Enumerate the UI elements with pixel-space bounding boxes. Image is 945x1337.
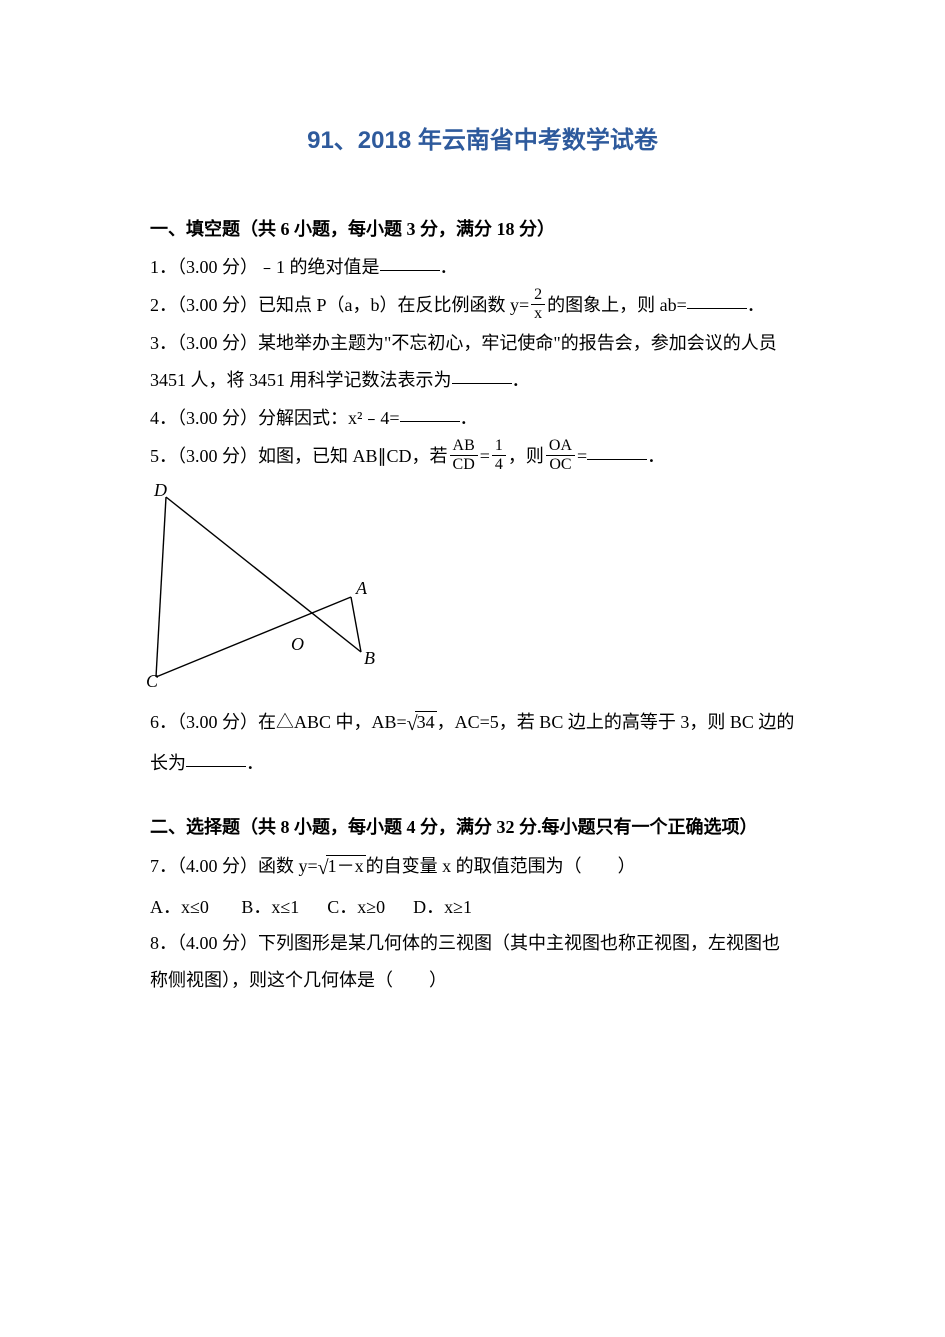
- q4-blank: [400, 403, 460, 422]
- question-8: 8．（4.00 分）下列图形是某几何体的三视图（其中主视图也称正视图，左视图也 …: [150, 925, 815, 1001]
- q4-prefix: 4．（3.00 分）分解因式：x²﹣4=: [150, 408, 400, 428]
- question-1: 1．（3.00 分）﹣1 的绝对值是 ．: [150, 249, 815, 287]
- q6-line2-suffix: ．: [246, 753, 264, 773]
- q5-frac3-num: OA: [546, 438, 575, 456]
- q2-mid: 的图象上，则 ab=: [547, 295, 687, 315]
- q5-svg: D C O A B: [126, 482, 386, 692]
- question-7-options: A．x≤0 B．x≤1 C．x≥0 D．x≥1: [150, 889, 815, 925]
- question-6: 6．（3.00 分）在△ABC 中，AB=√34，AC=5，若 BC 边上的高等…: [150, 703, 815, 783]
- question-2: 2．（3.00 分）已知点 P（a，b）在反比例函数 y=2x的图象上，则 ab…: [150, 287, 815, 325]
- q3-line2-prefix: 3451 人，将 3451 用科学记数法表示为: [150, 370, 452, 390]
- q5-figure: D C O A B: [126, 482, 815, 697]
- q5-prefix: 5．（3.00 分）如图，已知 AB∥CD，若: [150, 446, 448, 466]
- q1-prefix: 1．（3.00 分）﹣1 的绝对值是: [150, 257, 380, 277]
- q3-line1: 3．（3.00 分）某地举办主题为"不忘初心，牢记使命"的报告会，参加会议的人员: [150, 333, 777, 353]
- q5-blank: [587, 441, 647, 460]
- exam-title: 91、2018 年云南省中考数学试卷: [150, 120, 815, 155]
- q5-frac2: 14: [492, 438, 506, 473]
- q7-radicand: 1－x: [326, 855, 366, 876]
- q6-radicand: 34: [415, 711, 437, 732]
- q2-fraction: 2x: [531, 287, 545, 322]
- question-4: 4．（3.00 分）分解因式：x²﹣4= ．: [150, 400, 815, 438]
- q8-line1: 8．（4.00 分）下列图形是某几何体的三视图（其中主视图也称正视图，左视图也: [150, 933, 780, 953]
- q6-sqrt: √34: [407, 703, 437, 745]
- q2-suffix: ．: [747, 295, 765, 315]
- q5-suffix: ．: [647, 446, 665, 466]
- q7-option-c: C．x≥0: [327, 897, 385, 917]
- svg-text:B: B: [364, 648, 375, 668]
- q1-suffix: ．: [440, 257, 458, 277]
- q1-blank: [380, 252, 440, 271]
- q3-line2-suffix: ．: [512, 370, 530, 390]
- q2-frac-den: x: [531, 305, 545, 322]
- q3-blank: [452, 365, 512, 384]
- q5-frac1-num: AB: [450, 438, 478, 456]
- svg-text:A: A: [355, 578, 368, 598]
- q4-suffix: ．: [460, 408, 478, 428]
- q2-prefix: 2．（3.00 分）已知点 P（a，b）在反比例函数 y=: [150, 295, 529, 315]
- svg-text:C: C: [146, 671, 159, 691]
- q6-line1b: ，AC=5，若 BC 边上的高等于 3，则 BC 边的: [437, 712, 795, 732]
- q5-frac3: OAOC: [546, 438, 575, 473]
- q6-line2-prefix: 长为: [150, 753, 186, 773]
- q5-eq2: =: [577, 446, 587, 466]
- question-7: 7．（4.00 分）函数 y=√1－x的自变量 x 的取值范围为（ ）: [150, 847, 815, 889]
- q6-line1a: 6．（3.00 分）在△ABC 中，AB=: [150, 712, 407, 732]
- section-1-heading: 一、填空题（共 6 小题，每小题 3 分，满分 18 分）: [150, 215, 815, 241]
- q5-frac1-den: CD: [450, 456, 478, 473]
- q7-suffix: 的自变量 x 的取值范围为（ ）: [366, 856, 636, 876]
- q5-frac3-den: OC: [546, 456, 575, 473]
- q2-frac-num: 2: [531, 287, 545, 305]
- q5-frac1: ABCD: [450, 438, 478, 473]
- q6-blank: [186, 748, 246, 767]
- question-5: 5．（3.00 分）如图，已知 AB∥CD，若ABCD=14，则OAOC=．: [150, 438, 815, 476]
- page: 91、2018 年云南省中考数学试卷 一、填空题（共 6 小题，每小题 3 分，…: [0, 0, 945, 1337]
- q8-line2: 称侧视图），则这个几何体是（ ）: [150, 970, 447, 990]
- section-2-heading: 二、选择题（共 8 小题，每小题 4 分，满分 32 分.每小题只有一个正确选项…: [150, 813, 815, 839]
- q7-prefix: 7．（4.00 分）函数 y=: [150, 856, 318, 876]
- question-3: 3．（3.00 分）某地举办主题为"不忘初心，牢记使命"的报告会，参加会议的人员…: [150, 325, 815, 401]
- q2-blank: [687, 290, 747, 309]
- q7-option-d: D．x≥1: [413, 897, 472, 917]
- q7-sqrt: √1－x: [318, 847, 366, 889]
- q7-option-b: B．x≤1: [241, 897, 299, 917]
- q5-frac2-den: 4: [492, 456, 506, 473]
- svg-text:O: O: [291, 634, 304, 654]
- q5-eq1: =: [480, 446, 490, 466]
- q7-option-a: A．x≤0: [150, 897, 209, 917]
- svg-text:D: D: [153, 482, 167, 500]
- q5-frac2-num: 1: [492, 438, 506, 456]
- q5-mid: ，则: [508, 446, 544, 466]
